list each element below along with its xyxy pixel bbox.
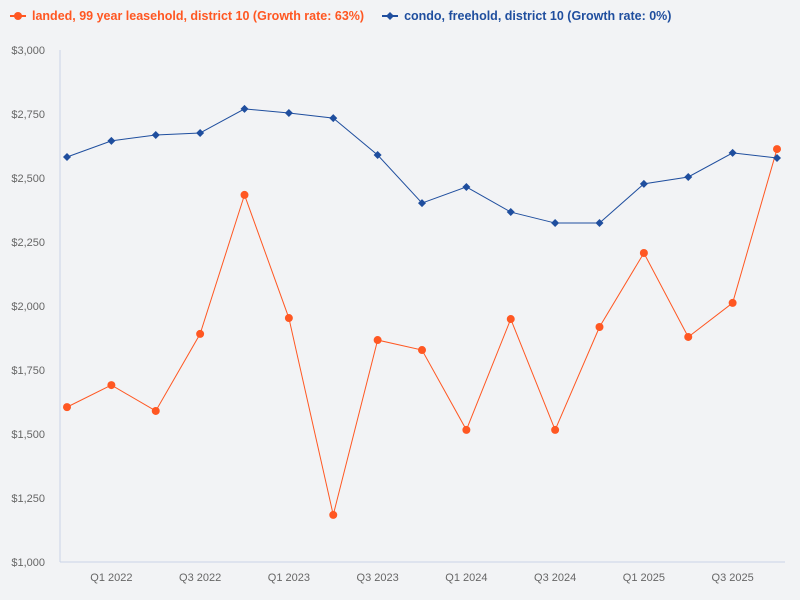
data-point xyxy=(284,314,293,323)
y-tick-label: $1,000 xyxy=(11,557,45,569)
x-tick-label: Q1 2023 xyxy=(268,572,310,584)
y-tick-label: $2,500 xyxy=(11,173,45,185)
data-point xyxy=(595,322,604,331)
data-point xyxy=(107,381,116,390)
data-point xyxy=(240,190,249,199)
legend-label-condo: condo, freehold, district 10 (Growth rat… xyxy=(404,9,672,23)
data-point xyxy=(728,148,737,157)
data-point xyxy=(728,298,737,307)
data-point xyxy=(418,199,426,208)
data-point xyxy=(462,182,471,191)
data-point xyxy=(506,208,515,217)
y-tick-label: $2,000 xyxy=(11,301,45,313)
data-point xyxy=(684,172,693,181)
data-point xyxy=(151,406,160,415)
x-tick-label: Q3 2023 xyxy=(357,572,399,584)
x-tick-label: Q1 2022 xyxy=(90,572,132,584)
data-point xyxy=(639,249,648,258)
data-point xyxy=(773,145,781,154)
x-tick-label: Q1 2025 xyxy=(623,572,665,584)
y-tick-label: $2,250 xyxy=(11,237,45,249)
data-point xyxy=(196,329,205,338)
y-tick-label: $3,000 xyxy=(11,45,45,57)
data-point xyxy=(639,179,648,188)
data-point xyxy=(595,219,604,228)
data-point xyxy=(284,108,293,117)
data-point xyxy=(151,130,160,139)
legend: landed, 99 year leasehold, district 10 (… xyxy=(10,9,671,23)
circle-marker-icon xyxy=(10,12,26,20)
legend-item-landed[interactable]: landed, 99 year leasehold, district 10 (… xyxy=(10,9,364,23)
data-point xyxy=(196,128,205,137)
legend-item-condo[interactable]: condo, freehold, district 10 (Growth rat… xyxy=(382,9,671,23)
data-point xyxy=(373,336,382,345)
data-point xyxy=(240,104,249,113)
data-point xyxy=(551,425,560,434)
data-point xyxy=(63,403,71,412)
data-point xyxy=(551,219,560,228)
y-tick-label: $1,250 xyxy=(11,493,45,505)
x-tick-label: Q3 2025 xyxy=(712,572,754,584)
data-point xyxy=(329,510,338,519)
data-point xyxy=(418,346,426,355)
data-point xyxy=(107,136,116,145)
x-tick-label: Q1 2024 xyxy=(445,572,487,584)
data-point xyxy=(684,332,693,341)
data-point xyxy=(462,425,471,434)
y-tick-label: $1,500 xyxy=(11,429,45,441)
data-point xyxy=(63,153,71,162)
data-point xyxy=(329,114,338,123)
x-tick-label: Q3 2024 xyxy=(534,572,576,584)
data-point xyxy=(373,150,382,159)
y-tick-label: $2,750 xyxy=(11,109,45,121)
x-tick-label: Q3 2022 xyxy=(179,572,221,584)
data-point xyxy=(506,315,515,324)
legend-label-landed: landed, 99 year leasehold, district 10 (… xyxy=(32,9,365,23)
diamond-marker-icon xyxy=(382,12,399,20)
y-tick-label: $1,750 xyxy=(11,365,45,377)
data-point xyxy=(773,154,781,163)
